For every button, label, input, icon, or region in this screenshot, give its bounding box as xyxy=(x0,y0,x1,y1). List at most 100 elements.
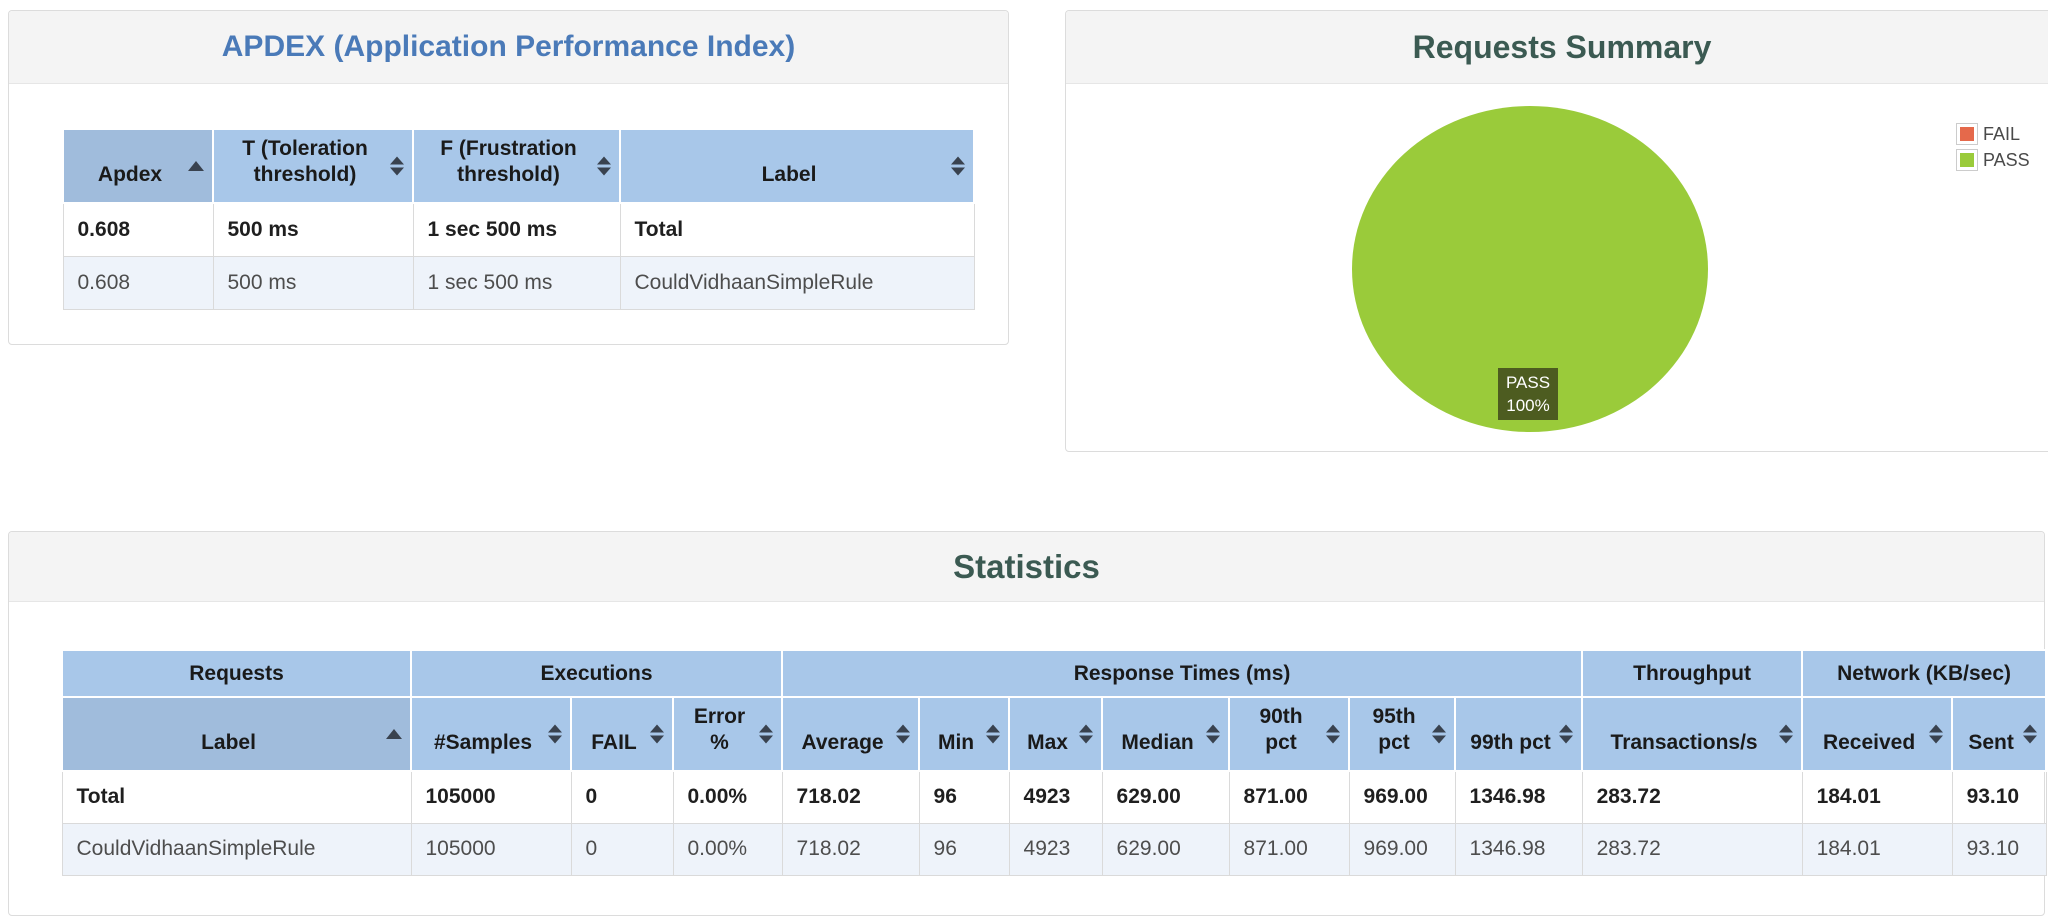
label-value: CouldVidhaanSimpleRule xyxy=(61,822,412,876)
fail-value: 0 xyxy=(570,770,674,824)
samples-value: 105000 xyxy=(410,770,572,824)
label-value: Total xyxy=(619,202,975,257)
apdex-row-total: 0.608 500 ms 1 sec 500 ms Total xyxy=(62,202,975,257)
sort-ascending-icon xyxy=(386,729,402,739)
stats-column-header-min[interactable]: Min xyxy=(918,696,1011,772)
samples-value: 105000 xyxy=(410,822,572,876)
column-label: Min xyxy=(937,731,975,754)
apdex-value: 0.608 xyxy=(62,202,214,257)
stats-column-header-error[interactable]: Error % xyxy=(671,696,784,772)
sent-value: 93.10 xyxy=(1951,770,2047,824)
toleration-value: 500 ms xyxy=(212,202,414,257)
sort-icon xyxy=(597,156,611,176)
stats-column-header-sent[interactable]: Sent xyxy=(1951,696,2048,772)
legend-label: PASS xyxy=(1983,149,2030,170)
column-label: Received xyxy=(1822,731,1916,754)
toleration-value: 500 ms xyxy=(212,255,414,310)
column-label: 90th pct xyxy=(1259,705,1303,754)
sort-ascending-icon xyxy=(188,161,204,171)
apdex-header-row: Apdex T (Toleration threshold) F (Frustr… xyxy=(62,128,975,204)
stats-column-header-average[interactable]: Average xyxy=(781,696,921,772)
sort-icon xyxy=(548,724,562,744)
stats-column-header-transactions[interactable]: Transactions/s xyxy=(1581,696,1804,772)
transactions-value: 283.72 xyxy=(1581,822,1803,876)
pie-slice-label: PASS 100% xyxy=(1498,368,1558,420)
summary-panel-header: Requests Summary xyxy=(1066,11,2048,84)
legend-swatch-box xyxy=(1956,149,1978,171)
stats-column-header-max[interactable]: Max xyxy=(1008,696,1104,772)
group-header-throughput: Throughput xyxy=(1581,649,1804,698)
sort-icon xyxy=(1206,724,1221,744)
group-header-response-times: Response Times (ms) xyxy=(781,649,1584,698)
received-value: 184.01 xyxy=(1801,770,1953,824)
column-label: Label xyxy=(201,731,256,754)
error-pct-value: 0.00% xyxy=(672,822,783,876)
average-value: 718.02 xyxy=(781,822,920,876)
sort-icon xyxy=(1326,724,1341,744)
apdex-row-transaction: 0.608 500 ms 1 sec 500 ms CouldVidhaanSi… xyxy=(62,255,975,310)
column-label: Error % xyxy=(693,705,746,754)
sort-icon xyxy=(1559,724,1574,744)
sort-icon xyxy=(2023,724,2038,744)
stats-row-transaction: CouldVidhaanSimpleRule 105000 0 0.00% 71… xyxy=(61,822,2047,876)
sort-icon xyxy=(1432,724,1447,744)
column-label: 95th pct xyxy=(1372,705,1416,754)
label-value: CouldVidhaanSimpleRule xyxy=(619,255,975,310)
column-label: F (Frustration threshold) xyxy=(440,137,577,186)
sort-icon xyxy=(1079,724,1094,744)
apdex-column-header-apdex[interactable]: Apdex xyxy=(62,128,214,204)
stats-column-header-90pct[interactable]: 90th pct xyxy=(1228,696,1351,772)
sort-icon xyxy=(759,724,774,744)
sort-icon xyxy=(951,156,965,176)
column-label: Label xyxy=(761,163,817,186)
apdex-column-header-frustration[interactable]: F (Frustration threshold) xyxy=(412,128,621,204)
apdex-column-header-toleration[interactable]: T (Toleration threshold) xyxy=(212,128,414,204)
pie-label-series: PASS xyxy=(1505,373,1551,392)
statistics-panel-title: Statistics xyxy=(953,547,1100,585)
legend-label: FAIL xyxy=(1983,123,2021,144)
pass-color-swatch xyxy=(1960,153,1974,167)
sort-icon xyxy=(1779,724,1794,744)
stats-column-header-label[interactable]: Label xyxy=(61,696,412,772)
pct95-value: 969.00 xyxy=(1348,822,1456,876)
sent-value: 93.10 xyxy=(1951,822,2047,876)
chart-legend: FAIL PASS xyxy=(1956,123,2030,171)
transactions-value: 283.72 xyxy=(1581,770,1803,824)
column-label: Transactions/s xyxy=(1610,731,1758,754)
stats-column-header-fail[interactable]: FAIL xyxy=(570,696,674,772)
pie-label-percent: 100% xyxy=(1506,396,1550,415)
min-value: 96 xyxy=(918,770,1010,824)
sort-icon xyxy=(390,156,404,176)
apdex-value: 0.608 xyxy=(62,255,214,310)
statistics-group-header-row: Requests Executions Response Times (ms) … xyxy=(61,649,2048,698)
apdex-panel-header: APDEX (Application Performance Index) xyxy=(9,11,1008,84)
fail-value: 0 xyxy=(570,822,674,876)
column-label: Max xyxy=(1027,731,1068,754)
summary-panel-title: Requests Summary xyxy=(1412,28,1712,65)
max-value: 4923 xyxy=(1008,770,1103,824)
stats-column-header-samples[interactable]: #Samples xyxy=(410,696,572,772)
group-header-requests: Requests xyxy=(61,649,412,698)
apdex-column-header-label[interactable]: Label xyxy=(619,128,975,204)
stats-row-total: Total 105000 0 0.00% 718.02 96 4923 629.… xyxy=(61,770,2047,824)
column-label: Average xyxy=(801,731,884,754)
column-label: T (Toleration threshold) xyxy=(242,137,368,186)
max-value: 4923 xyxy=(1008,822,1103,876)
stats-column-header-received[interactable]: Received xyxy=(1801,696,1954,772)
apdex-table: Apdex T (Toleration threshold) F (Frustr… xyxy=(62,128,975,310)
pct99-value: 1346.98 xyxy=(1454,822,1583,876)
stats-column-header-99pct[interactable]: 99th pct xyxy=(1454,696,1584,772)
pct90-value: 871.00 xyxy=(1228,822,1350,876)
received-value: 184.01 xyxy=(1801,822,1953,876)
median-value: 629.00 xyxy=(1101,822,1230,876)
average-value: 718.02 xyxy=(781,770,920,824)
stats-column-header-median[interactable]: Median xyxy=(1101,696,1231,772)
column-label: Median xyxy=(1121,731,1194,754)
legend-item-pass: PASS xyxy=(1956,149,2030,171)
column-label: FAIL xyxy=(591,731,637,754)
column-label: Apdex xyxy=(97,163,163,186)
frustration-value: 1 sec 500 ms xyxy=(412,255,621,310)
column-label: #Samples xyxy=(433,731,533,754)
fail-color-swatch xyxy=(1960,127,1974,141)
stats-column-header-95pct[interactable]: 95th pct xyxy=(1348,696,1457,772)
